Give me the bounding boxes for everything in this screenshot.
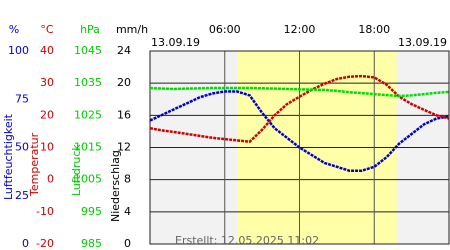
y-tick-label: 20 xyxy=(117,76,131,89)
unit-label: °C xyxy=(40,23,54,36)
y-tick-label: -20 xyxy=(36,237,54,250)
y-tick-label: 0 xyxy=(47,173,54,186)
y-tick-label: -10 xyxy=(36,205,54,218)
y-tick-label: 40 xyxy=(40,44,54,57)
date-label: 13.09.19 xyxy=(151,36,200,49)
y-tick-label: 10 xyxy=(40,141,54,154)
y-tick-label: 20 xyxy=(40,108,54,121)
axis-title: Temperatur xyxy=(28,132,41,197)
y-tick-label: 100 xyxy=(8,44,29,57)
unit-label: % xyxy=(9,23,19,36)
y-tick-label: 16 xyxy=(117,108,131,121)
data-line xyxy=(149,86,450,98)
plot-border xyxy=(149,50,450,245)
x-tick-label: 18:00 xyxy=(358,23,390,36)
date-label: 13.09.19 xyxy=(398,36,447,49)
y-tick-label: 1025 xyxy=(74,108,102,121)
data-line xyxy=(149,90,450,172)
y-tick-label: 75 xyxy=(15,92,29,105)
axis-title: Luftfeuchtigkeit xyxy=(2,113,15,200)
y-tick-label: 4 xyxy=(124,205,131,218)
footer: Erstellt: 12.05.2025 11:02 xyxy=(175,234,319,247)
y-tick-label: 985 xyxy=(81,237,102,250)
y-tick-label: 995 xyxy=(81,205,102,218)
x-tick-label: 06:00 xyxy=(209,23,241,36)
unit-label: hPa xyxy=(80,23,100,36)
y-tick-label: 1035 xyxy=(74,76,102,89)
x-tick-label: 12:00 xyxy=(284,23,316,36)
y-tick-label: 1005 xyxy=(74,173,102,186)
y-tick-label: 0 xyxy=(22,237,29,250)
y-tick-label: 24 xyxy=(117,44,131,57)
y-tick-label: 8 xyxy=(124,173,131,186)
y-tick-label: 1045 xyxy=(74,44,102,57)
unit-label: mm/h xyxy=(116,23,148,36)
axis-title: Niederschlag xyxy=(109,150,122,222)
y-tick-label: 50 xyxy=(15,141,29,154)
y-tick-label: 1015 xyxy=(74,141,102,154)
y-tick-label: 12 xyxy=(117,141,131,154)
y-tick-label: 0 xyxy=(124,237,131,250)
y-tick-label: 25 xyxy=(15,189,29,202)
axis-title: Luftdruck xyxy=(70,144,83,196)
y-tick-label: 30 xyxy=(40,76,54,89)
data-line xyxy=(149,74,450,144)
